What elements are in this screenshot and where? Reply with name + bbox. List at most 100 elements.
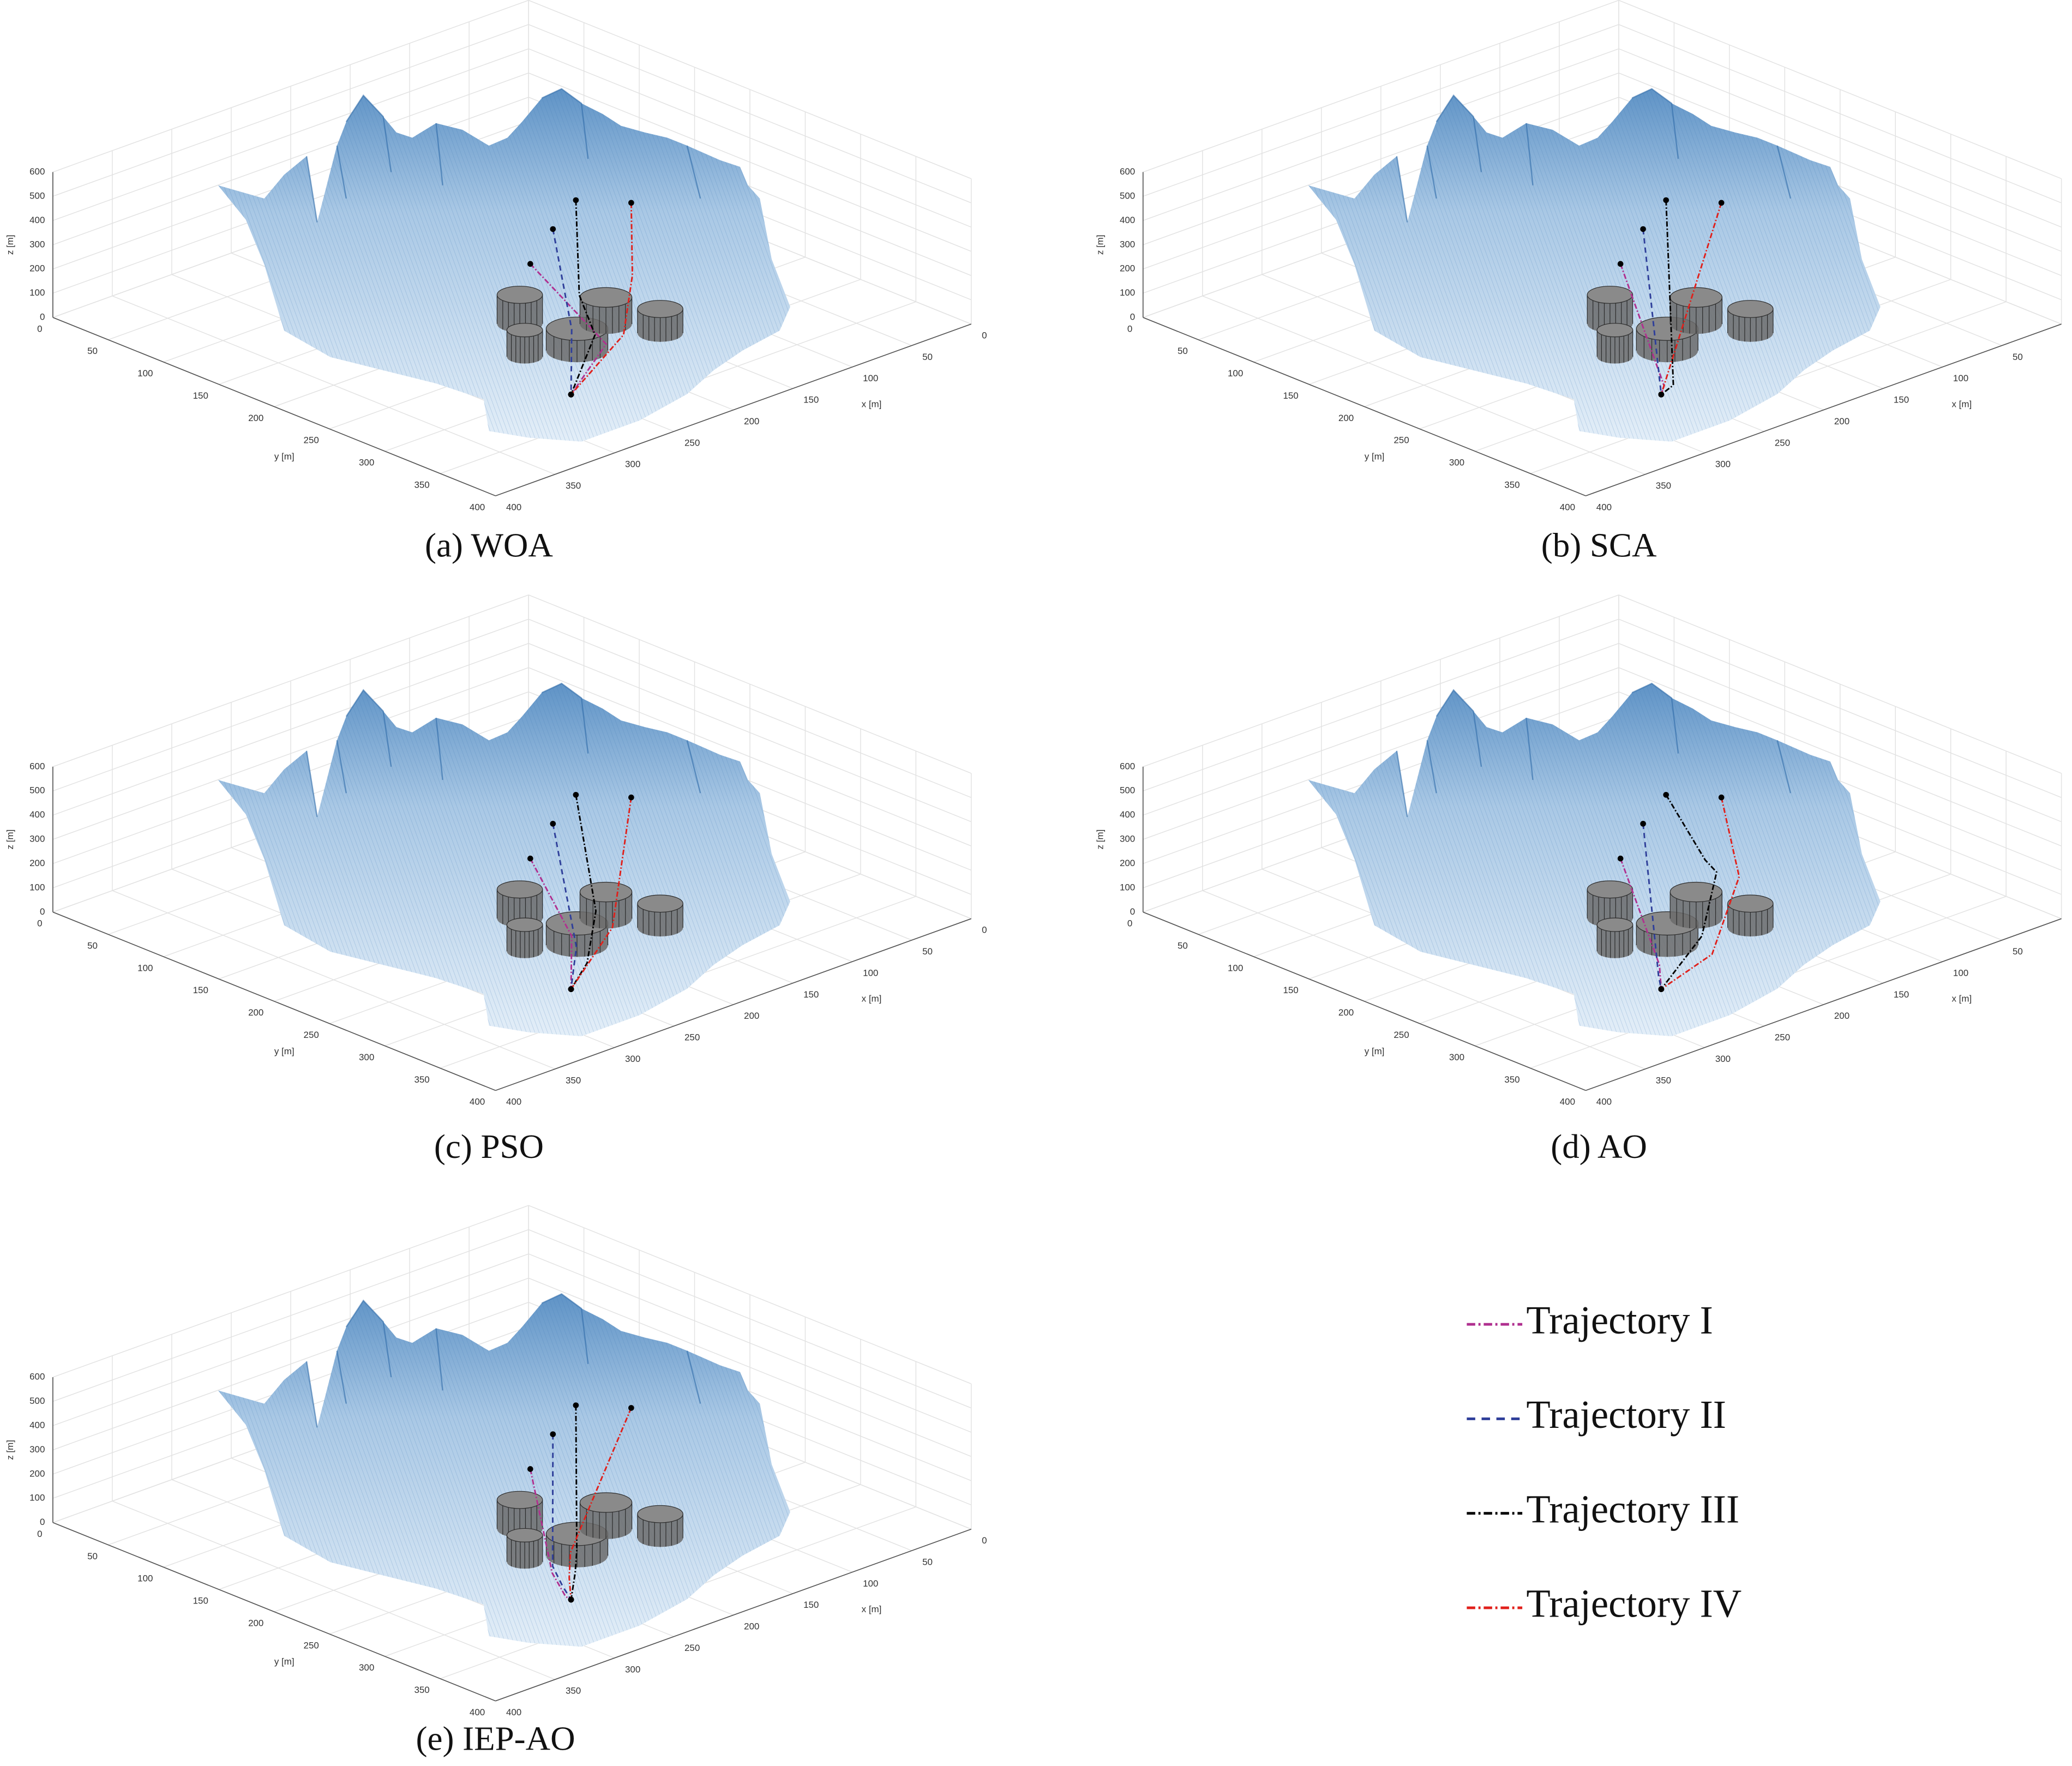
z-tick-label: 300 xyxy=(1120,834,1135,844)
x-tick-label: 300 xyxy=(1715,1054,1731,1064)
y-tick-label: 400 xyxy=(470,1707,485,1717)
waypoint xyxy=(550,226,556,232)
z-tick-label: 600 xyxy=(1120,761,1135,771)
z-axis-label: z [m] xyxy=(5,1440,15,1460)
waypoint xyxy=(550,1431,556,1437)
obstacle-top xyxy=(1727,894,1774,913)
x-tick-label: 250 xyxy=(1775,437,1790,448)
x-tick-label: 300 xyxy=(625,1664,640,1674)
x-tick-label: 400 xyxy=(506,502,521,512)
caption: (a) WOA xyxy=(425,526,553,564)
trajectory xyxy=(1642,824,1662,989)
panel: 0 50 100 150 200 250 300 350 400 0 50 100 150 200 250 3… xyxy=(1095,594,2062,1107)
grid-line xyxy=(1618,73,2062,252)
obstacle xyxy=(1669,881,1723,929)
waypoint xyxy=(568,1596,574,1603)
obstacle xyxy=(506,1528,543,1569)
y-tick-label: 50 xyxy=(87,346,98,356)
grid-line xyxy=(528,642,972,822)
trajectory xyxy=(1660,794,1718,990)
y-tick-label: 350 xyxy=(1504,1074,1520,1085)
grid-line xyxy=(528,1205,972,1384)
trajectory xyxy=(570,1405,578,1600)
x-tick-label: 350 xyxy=(566,1686,581,1696)
y-axis-label: y [m] xyxy=(274,1656,295,1667)
grid-line xyxy=(528,73,972,252)
legend-label: Trajectory II xyxy=(1526,1392,1726,1437)
trajectory xyxy=(530,858,573,989)
y-tick-label: 150 xyxy=(1283,391,1298,401)
waypoint xyxy=(1617,855,1624,862)
trajectory xyxy=(551,1434,572,1600)
grid-line xyxy=(528,594,972,774)
waypoint xyxy=(1617,261,1624,267)
obstacle xyxy=(496,880,543,927)
obstacle xyxy=(506,917,543,958)
x-axis-label: x [m] xyxy=(862,994,882,1004)
y-tick-label: 300 xyxy=(359,458,374,468)
y-tick-label: 50 xyxy=(1178,940,1188,951)
obstacle-top xyxy=(1596,323,1633,338)
z-tick-label: 400 xyxy=(29,1420,45,1430)
axis-line xyxy=(52,1522,496,1702)
waypoint xyxy=(568,391,574,398)
x-tick-label: 0 xyxy=(982,1535,987,1546)
x-tick-label: 400 xyxy=(506,1707,521,1717)
obstacle-top xyxy=(1669,881,1723,903)
obstacle xyxy=(1587,286,1633,333)
x-tick-label: 300 xyxy=(625,459,640,470)
trajectory xyxy=(1660,202,1722,395)
z-tick-label: 500 xyxy=(1120,190,1135,201)
waypoint xyxy=(1658,391,1665,398)
z-axis-label: z [m] xyxy=(5,235,15,255)
y-axis-label: y [m] xyxy=(274,452,295,462)
grid-line xyxy=(528,667,972,846)
obstacle xyxy=(637,300,683,342)
x-tick-label: 200 xyxy=(744,1621,759,1632)
y-tick-label: 100 xyxy=(137,368,153,379)
grid-line xyxy=(52,0,529,173)
y-tick-label: 300 xyxy=(359,1052,374,1062)
x-tick-label: 400 xyxy=(1596,502,1612,512)
x-tick-label: 50 xyxy=(922,352,933,362)
x-tick-label: 350 xyxy=(566,1075,581,1085)
z-tick-label: 200 xyxy=(29,1468,45,1479)
grid-line xyxy=(52,642,529,816)
y-tick-label: 150 xyxy=(193,985,208,995)
obstacle xyxy=(1596,323,1633,364)
y-tick-label: 100 xyxy=(137,1573,153,1584)
caption: (b) SCA xyxy=(1541,526,1657,564)
z-tick-label: 0 xyxy=(1130,906,1135,917)
caption: (d) AO xyxy=(1551,1127,1647,1166)
z-tick-label: 100 xyxy=(29,1493,45,1503)
x-tick-label: 300 xyxy=(1715,459,1731,470)
x-tick-label: 100 xyxy=(863,373,878,383)
obstacle xyxy=(1727,300,1774,342)
x-tick-label: 150 xyxy=(803,1600,819,1610)
x-tick-label: 350 xyxy=(1656,480,1671,491)
waypoint xyxy=(527,261,533,267)
x-tick-label: 150 xyxy=(803,395,819,405)
y-tick-label: 250 xyxy=(304,1030,319,1040)
grid-line xyxy=(1618,0,2062,179)
trajectory xyxy=(530,263,608,395)
z-tick-label: 400 xyxy=(29,809,45,820)
x-tick-label: 400 xyxy=(1596,1097,1612,1107)
y-tick-label: 0 xyxy=(1127,323,1132,334)
panel: 0 50 100 150 200 250 300 350 400 0 50 100 150 200 250 3… xyxy=(5,1205,987,1717)
obstacle-top xyxy=(496,286,543,304)
caption: (c) PSO xyxy=(434,1127,544,1166)
axis-line xyxy=(495,918,972,1091)
grid-line xyxy=(528,618,972,798)
x-tick-label: 100 xyxy=(1953,968,1968,978)
axis-line xyxy=(52,317,496,496)
y-tick-label: 350 xyxy=(414,1685,429,1695)
waypoint xyxy=(1718,200,1725,206)
trajectory xyxy=(552,229,573,395)
axis-line xyxy=(495,1528,972,1702)
obstacle xyxy=(1636,316,1698,363)
grid-line xyxy=(1143,73,1619,245)
caption: (e) IEP-AO xyxy=(416,1719,575,1757)
x-tick-label: 250 xyxy=(1775,1032,1790,1043)
